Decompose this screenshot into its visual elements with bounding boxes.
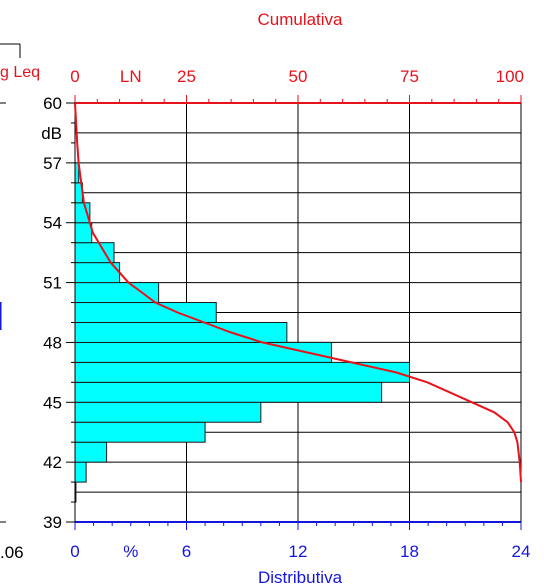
histogram-bar xyxy=(74,341,332,363)
histogram-bars xyxy=(74,162,410,503)
top-tick-label: 25 xyxy=(177,67,196,86)
bottom-tick-label: 24 xyxy=(512,542,531,561)
y-tick-label: 60 xyxy=(43,94,62,113)
y-tick-label: 51 xyxy=(43,274,62,293)
top-tick-label: 0 xyxy=(70,67,79,86)
top-tick-label: 50 xyxy=(289,67,308,86)
histogram-bar xyxy=(74,381,383,403)
y-tick-label: 39 xyxy=(43,513,62,532)
bottom-tick-label: 12 xyxy=(289,542,308,561)
bottom-axis: 0 6 12 18 24% xyxy=(70,522,530,561)
left-panel-fragment: g Leq .06 xyxy=(0,43,40,562)
histogram-bar xyxy=(74,441,108,463)
histogram-bar xyxy=(74,401,262,423)
histogram-bar xyxy=(74,421,206,443)
y-tick-label: 48 xyxy=(43,333,62,352)
bottom-tick-label: 6 xyxy=(182,542,191,561)
bottom-axis-unit: % xyxy=(123,542,138,561)
bottom-tick-label: 0 xyxy=(70,542,79,561)
chart-title-top: Cumulativa xyxy=(257,10,343,29)
top-tick-label: 100 xyxy=(496,67,524,86)
histogram-bar xyxy=(74,282,160,304)
top-tick-label: 75 xyxy=(400,67,419,86)
y-axis-unit: dB xyxy=(41,124,62,143)
y-tick-label: 42 xyxy=(43,453,62,472)
y-tick-label: 54 xyxy=(43,214,62,233)
bottom-left-clipped-value: .06 xyxy=(0,543,24,562)
y-tick-label: 45 xyxy=(43,393,62,412)
y-tick-label: 57 xyxy=(43,154,62,173)
cumulative-line xyxy=(74,102,522,483)
histogram-bar xyxy=(74,361,410,383)
bottom-tick-label: 18 xyxy=(400,542,419,561)
histogram-bar xyxy=(74,461,87,483)
x-axis-label-bottom: Distributiva xyxy=(258,568,343,587)
top-axis: 0 25 50 75 100 LN xyxy=(70,67,524,103)
y-axis: 60 57 54 51 48 45 42 39 dB xyxy=(41,94,75,532)
left-clipped-label: g Leq xyxy=(0,64,40,81)
histogram-bar xyxy=(74,222,93,244)
top-axis-label: LN xyxy=(120,67,142,86)
